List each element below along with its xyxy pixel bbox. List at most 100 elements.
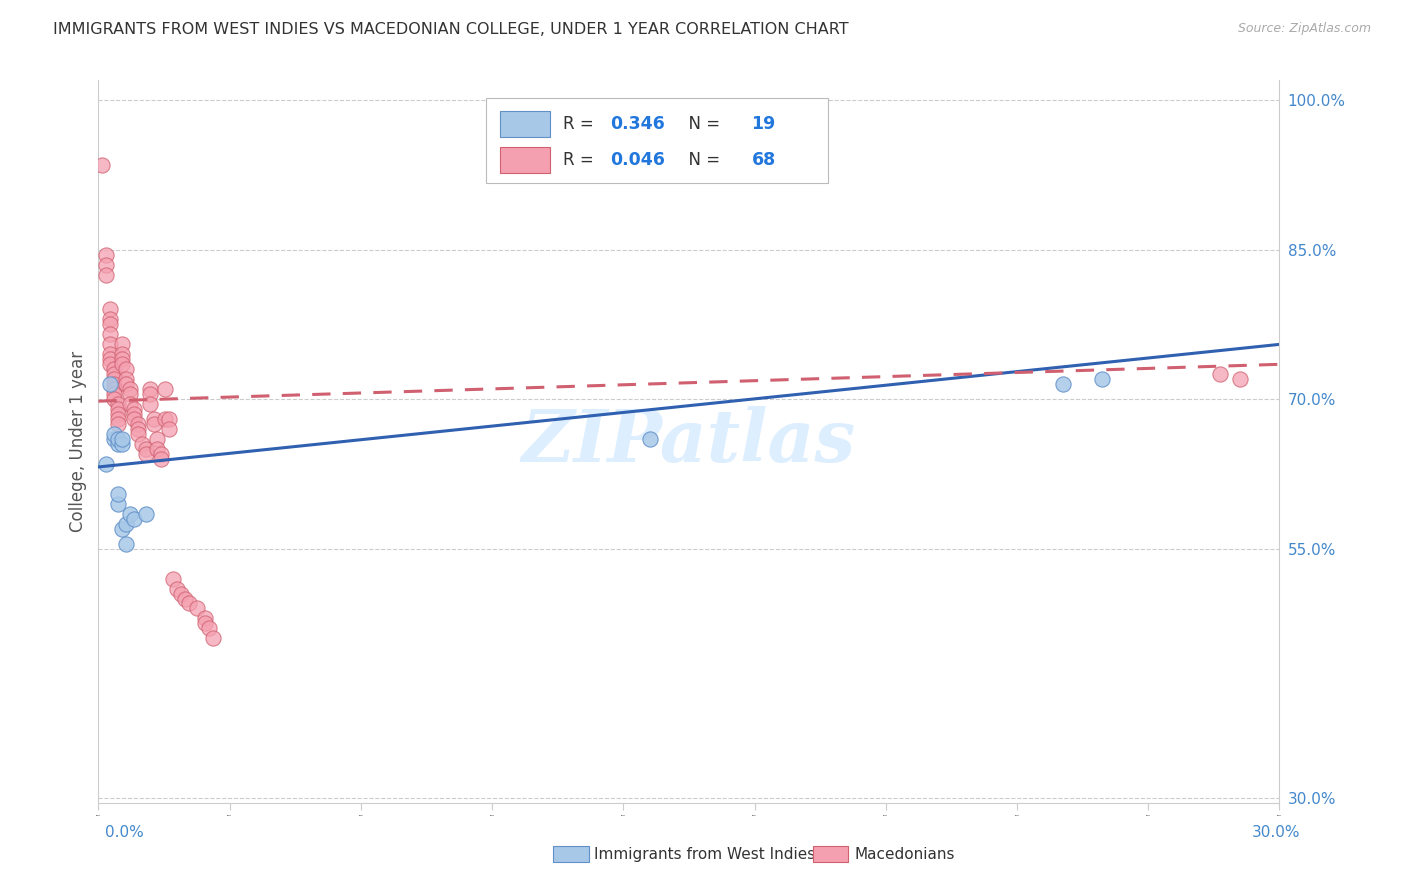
Point	[107, 397, 129, 411]
Point	[157, 422, 180, 436]
Text: R =: R =	[562, 151, 599, 169]
Point	[107, 487, 129, 501]
Point	[138, 397, 160, 411]
Point	[111, 357, 134, 371]
Point	[135, 447, 157, 461]
Text: ZIPatlas: ZIPatlas	[522, 406, 856, 477]
Point	[162, 572, 184, 586]
Bar	[813, 847, 848, 862]
Point	[1052, 377, 1074, 392]
Point	[1091, 372, 1114, 386]
Point	[142, 417, 165, 431]
Text: R =: R =	[562, 115, 599, 133]
Point	[107, 407, 129, 421]
Point	[98, 327, 121, 342]
Point	[194, 611, 217, 625]
Point	[142, 412, 165, 426]
Point	[111, 352, 134, 367]
Point	[96, 457, 118, 471]
Point	[174, 591, 197, 606]
Point	[91, 158, 114, 172]
Point	[155, 412, 177, 426]
Point	[155, 382, 177, 396]
Point	[103, 387, 125, 401]
Point	[115, 377, 138, 392]
Text: 0.0%: 0.0%	[105, 825, 145, 839]
Text: IMMIGRANTS FROM WEST INDIES VS MACEDONIAN COLLEGE, UNDER 1 YEAR CORRELATION CHAR: IMMIGRANTS FROM WEST INDIES VS MACEDONIA…	[53, 22, 849, 37]
Point	[103, 392, 125, 407]
Point	[118, 382, 141, 396]
Point	[1229, 372, 1251, 386]
Point	[122, 407, 145, 421]
Point	[122, 412, 145, 426]
Point	[98, 302, 121, 317]
Point	[103, 377, 125, 392]
Point	[127, 417, 149, 431]
Point	[103, 382, 125, 396]
Point	[96, 248, 118, 262]
Point	[115, 516, 138, 531]
Point	[98, 352, 121, 367]
Point	[127, 427, 149, 442]
Text: Immigrants from West Indies: Immigrants from West Indies	[595, 847, 815, 862]
Text: 0.346: 0.346	[610, 115, 665, 133]
Point	[146, 442, 169, 456]
Point	[118, 507, 141, 521]
Bar	[501, 147, 550, 173]
Point	[107, 402, 129, 417]
Point	[115, 537, 138, 551]
Point	[107, 437, 129, 451]
Point	[135, 442, 157, 456]
Text: Source: ZipAtlas.com: Source: ZipAtlas.com	[1237, 22, 1371, 36]
Point	[194, 616, 217, 631]
Point	[98, 377, 121, 392]
Point	[103, 372, 125, 386]
Point	[98, 312, 121, 326]
Point	[111, 522, 134, 536]
Point	[111, 337, 134, 351]
Point	[107, 432, 129, 446]
Point	[103, 427, 125, 442]
Point	[118, 387, 141, 401]
Point	[186, 601, 208, 615]
Text: Macedonians: Macedonians	[855, 847, 955, 862]
Point	[111, 437, 134, 451]
Point	[150, 447, 173, 461]
Point	[118, 397, 141, 411]
Point	[150, 452, 173, 467]
Point	[98, 347, 121, 361]
Text: N =: N =	[678, 115, 725, 133]
Point	[122, 402, 145, 417]
Point	[638, 432, 661, 446]
Point	[103, 368, 125, 382]
Point	[166, 582, 188, 596]
Y-axis label: College, Under 1 year: College, Under 1 year	[69, 351, 87, 533]
Point	[135, 507, 157, 521]
Point	[131, 437, 153, 451]
Bar	[501, 112, 550, 137]
Point	[115, 362, 138, 376]
Text: N =: N =	[678, 151, 725, 169]
Point	[146, 432, 169, 446]
Text: 30.0%: 30.0%	[1253, 825, 1301, 839]
Point	[107, 417, 129, 431]
Text: 19: 19	[752, 115, 776, 133]
Point	[103, 362, 125, 376]
Point	[122, 512, 145, 526]
Point	[111, 347, 134, 361]
Point	[115, 372, 138, 386]
Point	[177, 597, 200, 611]
Point	[103, 432, 125, 446]
Point	[157, 412, 180, 426]
Point	[98, 357, 121, 371]
Point	[138, 387, 160, 401]
Point	[138, 382, 160, 396]
Point	[107, 412, 129, 426]
Point	[98, 337, 121, 351]
FancyBboxPatch shape	[486, 97, 828, 183]
Point	[98, 318, 121, 332]
Point	[1209, 368, 1232, 382]
Bar	[553, 847, 589, 862]
Point	[170, 586, 193, 600]
Point	[96, 258, 118, 272]
